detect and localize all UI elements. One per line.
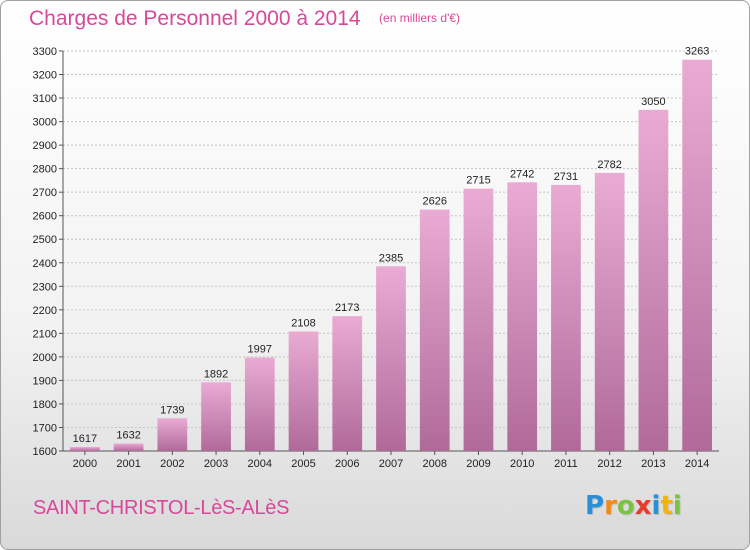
y-tick-label: 3200 [33, 70, 57, 82]
bar-value-label: 1739 [160, 404, 184, 416]
y-tick-label: 1700 [33, 422, 57, 434]
bar [682, 59, 713, 452]
bar [244, 357, 275, 451]
x-tick-label: 2012 [597, 458, 621, 470]
bar [157, 418, 188, 451]
bar [419, 209, 450, 451]
x-tick-label: 2013 [641, 458, 665, 470]
logo-letter: i [672, 491, 682, 521]
title-row: Charges de Personnel 2000 à 2014 (en mil… [29, 7, 460, 31]
logo-letter: i [651, 491, 661, 521]
x-tick-label: 2005 [291, 458, 315, 470]
x-tick-label: 2009 [466, 458, 490, 470]
y-tick-label: 2800 [33, 164, 57, 176]
bar [201, 382, 231, 451]
bar-value-label: 3263 [685, 46, 709, 58]
bar-value-label: 2731 [554, 171, 578, 183]
logo-letter: P [585, 491, 605, 521]
bar-value-label: 3050 [641, 96, 665, 108]
logo-letter: r [604, 491, 617, 521]
y-tick-label: 2600 [33, 211, 57, 223]
bar [113, 443, 144, 451]
logo-letter: t [660, 491, 673, 521]
bar-value-label: 1617 [73, 433, 97, 445]
x-tick-label: 2006 [335, 458, 359, 470]
bar [332, 316, 363, 451]
y-tick-label: 2500 [33, 234, 57, 246]
chart-unit: (en milliers d'€) [379, 11, 461, 25]
y-tick-label: 1900 [33, 375, 57, 387]
bar [376, 266, 406, 451]
proxiti-logo: Proxiti [585, 491, 682, 521]
axes: 1600 1700 1800 1900 2000 2100 2200 2300 2400 2500… [33, 46, 719, 458]
x-tick-label: 2000 [73, 458, 97, 470]
x-tick-label: 2008 [422, 458, 446, 470]
logo-letter: o [616, 491, 635, 521]
x-tick-label: 2001 [116, 458, 140, 470]
y-tick-label: 2200 [33, 305, 57, 317]
bar-value-label: 1632 [116, 429, 140, 441]
bar [551, 184, 581, 451]
bar-value-label: 2108 [291, 317, 315, 329]
bar [288, 331, 319, 451]
x-tick-label: 2007 [379, 458, 403, 470]
bar-value-label: 2385 [379, 252, 403, 264]
bar [638, 109, 669, 451]
labels: 1617 2000 1632 2001 1739 2002 1892 2003 1997 2004… [73, 46, 710, 470]
bars [69, 59, 713, 452]
x-tick-label: 2011 [554, 458, 578, 470]
bar-value-label: 2173 [335, 302, 359, 314]
logo-letter: x [634, 491, 652, 521]
bar-value-label: 1892 [204, 368, 228, 380]
chart-title: Charges de Personnel 2000 à 2014 [29, 7, 361, 30]
y-tick-label: 3300 [33, 46, 57, 58]
bar-value-label: 2715 [466, 175, 490, 187]
y-tick-label: 2100 [33, 328, 57, 340]
y-tick-label: 3000 [33, 117, 57, 129]
bar [463, 188, 494, 451]
y-tick-label: 2400 [33, 258, 57, 270]
x-tick-label: 2002 [160, 458, 184, 470]
x-tick-label: 2014 [685, 458, 709, 470]
bar-value-label: 1997 [248, 344, 272, 356]
y-tick-label: 2700 [33, 187, 57, 199]
y-tick-label: 3100 [33, 93, 57, 105]
bar [594, 172, 625, 451]
y-tick-label: 2300 [33, 281, 57, 293]
y-tick-label: 2000 [33, 352, 57, 364]
place-name: SAINT-CHRISTOL-LèS-ALèS [33, 497, 290, 519]
x-tick-label: 2010 [510, 458, 534, 470]
y-tick-label: 2900 [33, 140, 57, 152]
bar [69, 447, 100, 451]
x-tick-label: 2004 [248, 458, 272, 470]
y-tick-label: 1600 [33, 446, 57, 458]
bar-value-label: 2742 [510, 168, 534, 180]
bar-value-label: 2782 [597, 159, 621, 171]
bar [507, 182, 538, 451]
x-tick-label: 2003 [204, 458, 228, 470]
y-tick-label: 1800 [33, 399, 57, 411]
bar-value-label: 2626 [422, 196, 446, 208]
